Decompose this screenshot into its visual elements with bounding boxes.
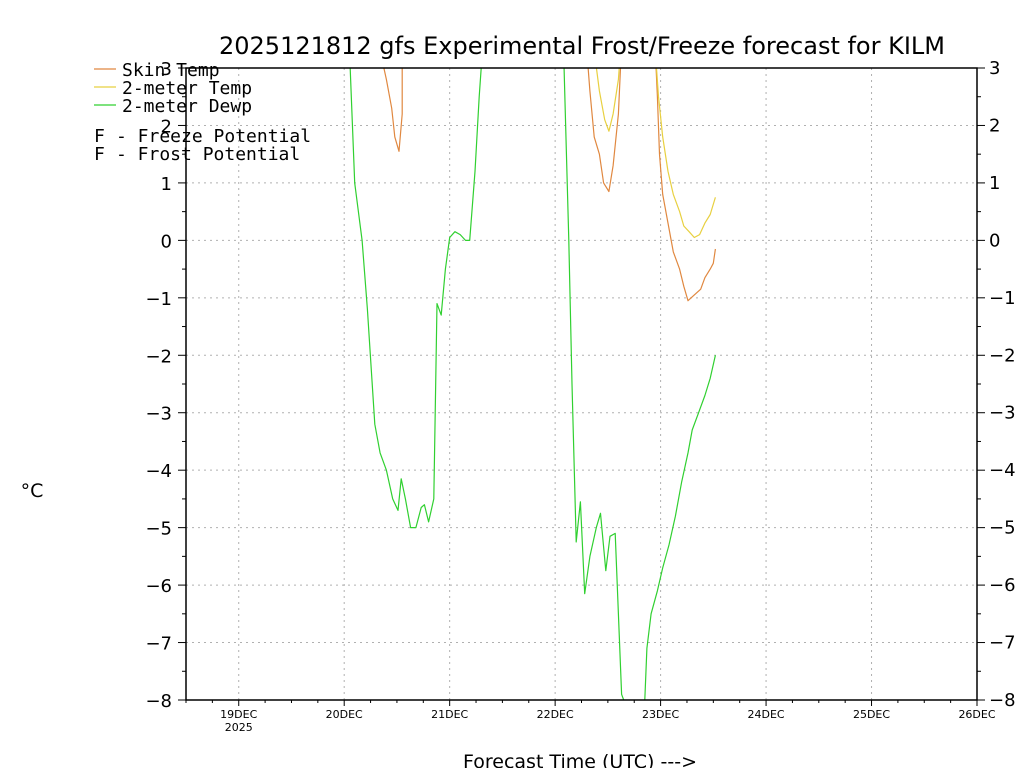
y-tick-label-left: −3: [145, 404, 172, 425]
y-tick-label-right: 2: [989, 115, 1000, 136]
potential-marker: F: [94, 126, 105, 147]
x-tick-sublabel: 2025: [225, 721, 253, 734]
y-tick-label-left: −4: [145, 461, 172, 482]
x-tick-label: 20DEC: [326, 708, 363, 721]
y-tick-label-right: 1: [989, 173, 1000, 194]
grid: [186, 68, 977, 700]
y-tick-label-left: 3: [161, 59, 172, 80]
y-tick-label-right: 0: [989, 230, 1000, 251]
potential-label: - Freeze Potential: [116, 126, 311, 147]
y-tick-label-right: 3: [989, 58, 1000, 79]
y-tick-label-left: −5: [145, 519, 172, 540]
y-tick-label-right: −4: [989, 460, 1016, 481]
legend-label: 2-meter Temp: [122, 78, 252, 99]
series-line-2-meter-dewp: [644, 355, 716, 700]
series-line-skin-temp: [383, 68, 403, 152]
potential-label: - Frost Potential: [116, 144, 300, 165]
axes: −8 −8 −7 −7 −6 −6 −5 −5 −4 −4 −3 −3 −2 −2 −1 −1 0 0 1 1 2 2 3 3…: [145, 58, 1015, 734]
plot-frame: [185, 67, 978, 701]
series-line-2-meter-temp: [595, 68, 620, 132]
y-tick-label-left: −8: [145, 691, 172, 712]
x-tick-label: 22DEC: [537, 708, 574, 721]
y-tick-label-left: 1: [161, 174, 172, 195]
x-tick-label: 24DEC: [748, 708, 785, 721]
legend-label: Skin Temp: [122, 60, 220, 81]
y-axis-label: °C: [21, 480, 44, 502]
chart-title: 2025121812 gfs Experimental Frost/Freeze…: [219, 32, 945, 60]
x-tick-label: 19DEC: [220, 708, 257, 721]
y-tick-label-left: −1: [145, 289, 172, 310]
series-line-skin-temp: [655, 68, 716, 302]
series-line-2-meter-temp: [655, 68, 716, 239]
y-tick-label-right: −1: [989, 288, 1016, 309]
y-tick-label-left: −7: [145, 634, 172, 655]
y-tick-label-left: 0: [161, 231, 172, 252]
x-tick-label: 25DEC: [853, 708, 890, 721]
series-line-2-meter-dewp: [349, 68, 482, 529]
y-tick-label-left: −2: [145, 346, 172, 367]
y-tick-label-right: −5: [989, 518, 1016, 539]
x-tick-label: 26DEC: [958, 708, 995, 721]
y-tick-label-right: −3: [989, 403, 1016, 424]
y-tick-label-right: −8: [989, 690, 1016, 711]
potential-marker: F: [94, 144, 105, 165]
y-tick-label-left: −6: [145, 576, 172, 597]
legend-label: 2-meter Dewp: [122, 96, 252, 117]
x-tick-label: 21DEC: [431, 708, 468, 721]
y-tick-label-right: −6: [989, 575, 1016, 596]
series-line-skin-temp: [587, 68, 622, 193]
series-line-2-meter-dewp: [563, 68, 625, 700]
x-axis-label: Forecast Time (UTC) --->: [463, 751, 697, 768]
x-tick-label: 23DEC: [642, 708, 679, 721]
y-tick-label-right: −7: [989, 633, 1016, 654]
y-tick-label-right: −2: [989, 345, 1016, 366]
y-tick-label-left: 2: [161, 116, 172, 137]
series-lines: [349, 68, 716, 700]
